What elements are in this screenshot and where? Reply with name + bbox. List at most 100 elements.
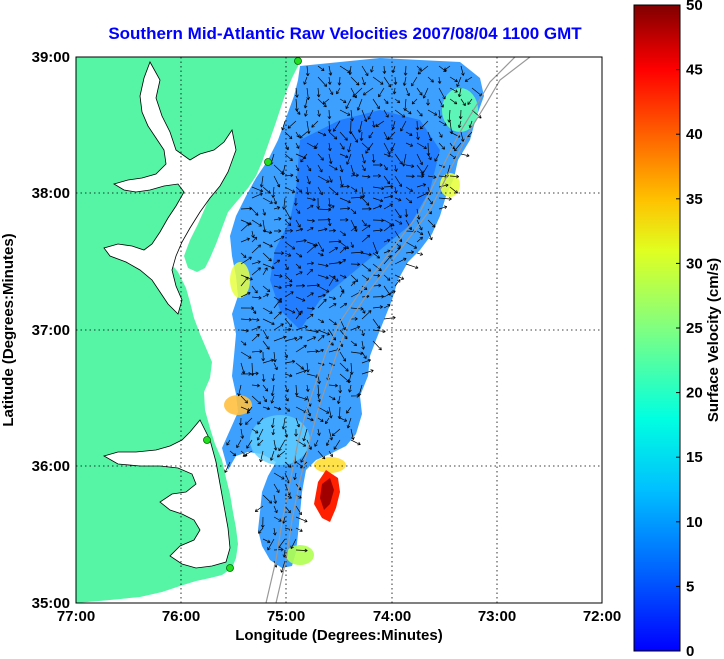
velocity-arrow xyxy=(339,184,350,189)
velocity-arrow xyxy=(284,359,296,364)
velocity-arrow xyxy=(284,219,292,226)
velocity-arrow xyxy=(295,548,308,553)
map-title: Southern Mid-Atlantic Raw Velocities 200… xyxy=(108,24,582,43)
velocity-patch xyxy=(286,545,314,565)
velocity-arrow xyxy=(370,65,374,73)
velocity-arrow xyxy=(422,87,429,99)
velocity-arrow xyxy=(267,538,275,551)
velocity-arrow xyxy=(273,298,282,309)
x-axis-label: Longitude (Degrees:Minutes) xyxy=(235,627,443,644)
velocity-arrow xyxy=(361,340,365,350)
velocity-arrow xyxy=(411,76,418,87)
velocity-arrow xyxy=(337,406,342,419)
velocity-arrow xyxy=(262,340,270,350)
velocity-arrow xyxy=(299,131,308,139)
velocity-arrow xyxy=(273,259,281,265)
colorbar-tick: 45 xyxy=(686,62,703,79)
velocity-arrow xyxy=(262,318,275,326)
velocity-arrow xyxy=(449,76,458,83)
velocity-arrow xyxy=(468,120,473,129)
velocity-arrow xyxy=(339,362,349,372)
velocity-arrow xyxy=(273,494,278,504)
velocity-arrow xyxy=(242,450,253,457)
velocity-arrow xyxy=(303,76,308,85)
velocity-arrow xyxy=(471,109,482,119)
velocity-arrow xyxy=(284,153,293,162)
velocity-arrow xyxy=(362,87,374,96)
velocity-arrow xyxy=(300,450,308,463)
velocity-arrow xyxy=(456,76,462,88)
velocity-arrow xyxy=(273,311,282,320)
velocity-arrow xyxy=(262,395,267,403)
velocity-arrow xyxy=(350,281,356,287)
velocity-arrow xyxy=(328,239,342,244)
velocity-arrow xyxy=(226,439,231,446)
velocity-arrow xyxy=(361,224,371,232)
velocity-arrow xyxy=(314,439,319,447)
velocity-arrow xyxy=(240,276,249,287)
velocity-arrow xyxy=(306,120,311,134)
velocity-arrow xyxy=(438,131,443,138)
velocity-arrow xyxy=(251,307,257,314)
velocity-vectors xyxy=(224,65,483,573)
velocity-arrow xyxy=(284,318,293,328)
velocity-arrow xyxy=(371,153,376,163)
velocity-arrow xyxy=(317,450,326,460)
velocity-arrow xyxy=(262,329,269,340)
velocity-arrow xyxy=(427,131,433,142)
velocity-arrow xyxy=(339,230,346,236)
velocity-arrow xyxy=(361,329,365,337)
velocity-arrow xyxy=(317,348,324,353)
velocity-arrow xyxy=(405,164,415,168)
velocity-arrow xyxy=(361,358,371,364)
velocity-arrow xyxy=(282,549,287,558)
velocity-arrow xyxy=(281,120,286,131)
velocity-arrow xyxy=(262,267,268,276)
velocity-arrow xyxy=(426,98,430,106)
velocity-arrow xyxy=(419,120,429,130)
velocity-arrow xyxy=(316,384,321,397)
velocity-arrow xyxy=(394,241,401,248)
velocity-arrow xyxy=(273,217,282,221)
velocity-arrow xyxy=(427,109,438,116)
velocity-arrow xyxy=(284,241,296,250)
velocity-arrow xyxy=(294,384,299,396)
velocity-arrow xyxy=(317,164,323,173)
velocity-arrow xyxy=(383,224,393,232)
velocity-arrow xyxy=(438,120,447,126)
velocity-arrow xyxy=(251,395,262,405)
velocity-arrow xyxy=(460,131,465,142)
velocity-patch xyxy=(224,395,252,415)
velocity-arrow xyxy=(281,417,286,430)
velocity-arrow xyxy=(262,494,273,504)
velocity-arrow xyxy=(328,228,336,233)
velocity-arrow xyxy=(416,65,422,71)
velocity-arrow xyxy=(317,153,324,161)
velocity-arrow xyxy=(438,109,442,119)
velocity-arrow xyxy=(300,153,308,163)
velocity-arrow xyxy=(405,142,414,147)
velocity-arrow xyxy=(394,230,403,243)
velocity-arrow xyxy=(437,76,442,84)
velocity-arrow xyxy=(394,257,407,265)
colorbar-tick: 5 xyxy=(686,578,694,595)
velocity-arrow xyxy=(467,98,473,105)
velocity-arrow xyxy=(240,317,252,322)
velocity-arrow xyxy=(328,395,336,401)
velocity-arrow xyxy=(449,174,460,179)
velocity-arrow xyxy=(317,252,324,257)
velocity-arrow xyxy=(402,76,407,86)
velocity-arrow xyxy=(328,329,337,341)
velocity-arrow xyxy=(295,131,300,138)
velocity-arrow xyxy=(361,186,366,198)
velocity-arrow xyxy=(372,294,385,299)
velocity-arrow xyxy=(337,76,342,86)
velocity-arrow xyxy=(383,164,388,171)
velocity-arrow xyxy=(336,87,341,95)
velocity-arrow xyxy=(316,87,321,98)
velocity-arrow xyxy=(262,208,267,216)
velocity-arrow xyxy=(350,325,361,331)
velocity-arrow xyxy=(382,65,387,74)
velocity-arrow xyxy=(306,164,312,172)
velocity-arrow xyxy=(287,120,297,129)
